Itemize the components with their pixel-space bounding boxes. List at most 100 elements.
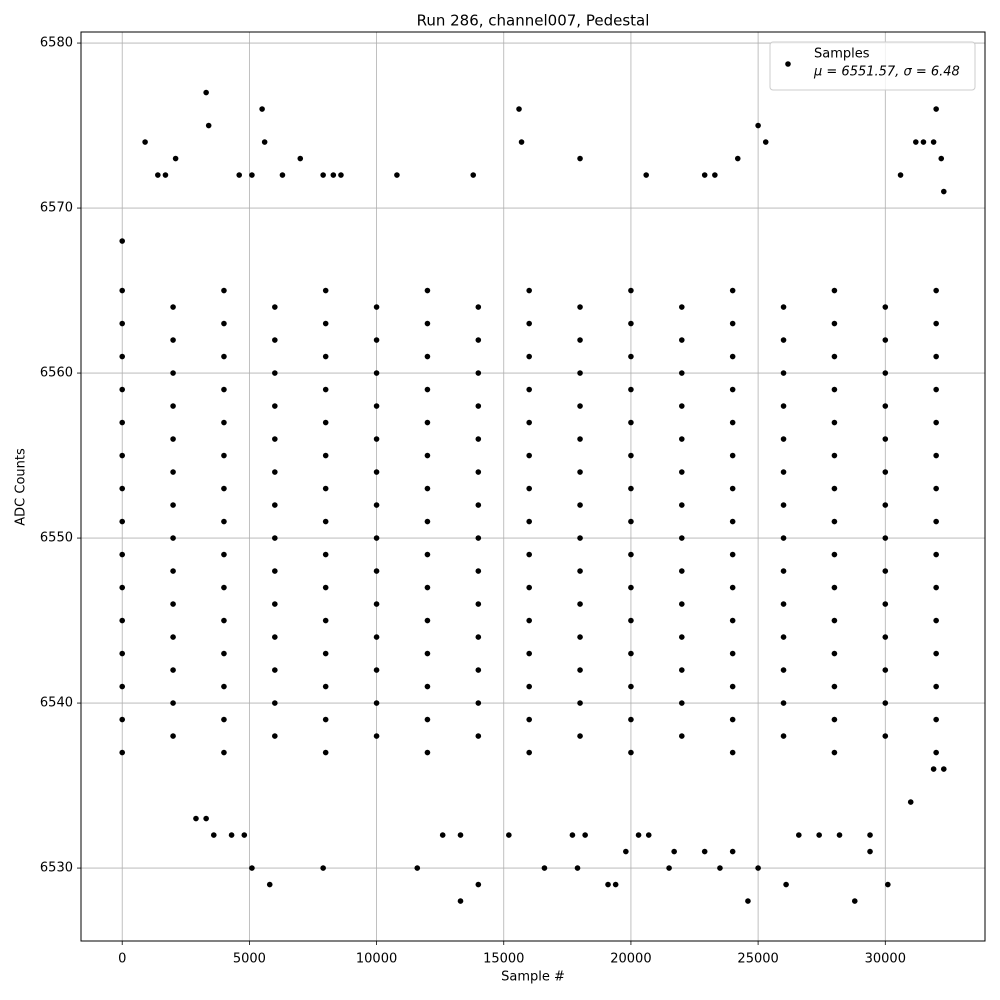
data-point (933, 683, 939, 690)
x-axis-label: Sample # (501, 970, 565, 985)
data-point (119, 683, 126, 690)
data-point (679, 700, 685, 706)
data-point (170, 436, 176, 442)
data-point (170, 535, 176, 541)
data-point (322, 683, 329, 690)
data-point (780, 568, 787, 574)
data-point (424, 287, 431, 294)
data-point (882, 436, 889, 442)
data-point (679, 733, 685, 739)
data-point (933, 320, 939, 327)
data-point (119, 320, 126, 327)
data-point (241, 832, 248, 838)
data-point (170, 403, 176, 409)
data-point (907, 799, 914, 805)
data-point (701, 172, 708, 178)
data-point (475, 469, 482, 475)
data-point (679, 667, 685, 673)
data-point (261, 139, 268, 145)
data-point (780, 304, 787, 310)
data-point (574, 865, 581, 871)
data-point (831, 485, 838, 492)
data-point (933, 716, 939, 723)
data-point (221, 353, 227, 360)
data-point (170, 304, 176, 310)
data-point (933, 518, 939, 525)
data-point (221, 716, 227, 723)
data-point (119, 485, 126, 492)
data-point (577, 601, 583, 607)
data-point (796, 832, 802, 838)
data-point (831, 716, 838, 723)
data-point (933, 287, 939, 294)
data-point (755, 865, 761, 871)
data-point (221, 551, 227, 558)
data-point (577, 304, 583, 310)
data-point (679, 370, 685, 376)
data-point (320, 865, 326, 871)
data-point (506, 832, 512, 838)
data-point (170, 733, 176, 739)
data-point (119, 551, 126, 558)
data-point (221, 485, 227, 492)
data-point (831, 287, 838, 294)
data-point (272, 634, 278, 640)
data-point (526, 452, 532, 459)
data-point (729, 650, 736, 657)
plot-frame (80, 31, 986, 942)
data-point (373, 469, 380, 475)
data-point (119, 749, 126, 756)
data-point (475, 881, 482, 888)
data-point (119, 353, 126, 360)
data-point (518, 139, 525, 145)
data-point (882, 370, 889, 376)
data-point (745, 898, 751, 904)
data-point (119, 617, 126, 624)
data-point (882, 700, 889, 706)
data-point (577, 155, 583, 162)
data-point (867, 848, 873, 855)
data-point (424, 584, 431, 591)
data-point (322, 452, 329, 459)
data-point (671, 848, 677, 855)
data-point (577, 436, 583, 442)
data-point (119, 518, 126, 525)
data-point (172, 155, 179, 162)
data-point (330, 172, 337, 178)
data-point (780, 634, 787, 640)
data-point (729, 749, 736, 756)
data-point (526, 650, 532, 657)
data-point (577, 370, 583, 376)
data-point (762, 139, 769, 145)
data-point (322, 485, 329, 492)
data-point (205, 122, 212, 129)
data-point (221, 518, 227, 525)
data-point (424, 353, 431, 360)
data-point (729, 386, 736, 393)
data-point (628, 749, 634, 756)
data-point (712, 172, 718, 178)
data-point (577, 700, 583, 706)
data-point (221, 650, 227, 657)
data-point (729, 683, 736, 690)
data-point (424, 320, 431, 327)
data-point (272, 568, 278, 574)
data-point (516, 106, 522, 112)
data-point (475, 370, 482, 376)
data-point (882, 304, 889, 310)
data-point (729, 617, 736, 624)
data-point (628, 617, 634, 624)
data-point (831, 650, 838, 657)
data-point (628, 518, 634, 525)
data-point (933, 617, 939, 624)
data-point (930, 766, 937, 772)
data-point (526, 551, 532, 558)
data-point (577, 667, 583, 673)
data-point (322, 551, 329, 558)
data-point (322, 287, 329, 294)
legend-note: μ = 6551.57, σ = 6.48 (813, 65, 960, 80)
data-point (897, 172, 904, 178)
data-point (643, 172, 649, 178)
data-point (221, 584, 227, 591)
